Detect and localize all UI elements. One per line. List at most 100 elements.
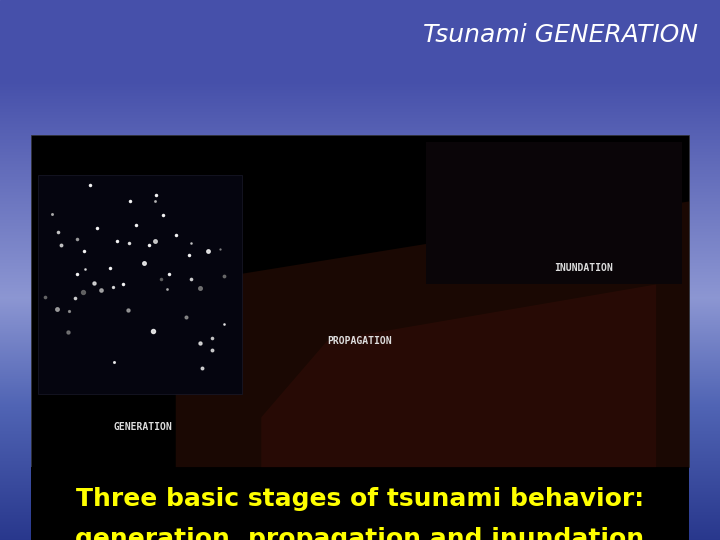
Bar: [0, 42, 720, 43]
Bar: [0, 239, 720, 240]
Bar: [0, 272, 720, 273]
Bar: [0, 354, 720, 355]
Bar: [0, 332, 720, 333]
Bar: [0, 486, 720, 487]
Bar: [0, 79, 720, 80]
Bar: [0, 121, 720, 122]
Bar: [0, 352, 720, 353]
Bar: [0, 206, 720, 207]
Bar: [0, 424, 720, 425]
Bar: [0, 305, 720, 306]
Bar: [0, 113, 720, 114]
Bar: [0, 211, 720, 212]
Bar: [0, 229, 720, 230]
Bar: [0, 476, 720, 477]
Bar: [0, 357, 720, 358]
Bar: [0, 82, 720, 83]
Bar: [0, 468, 720, 469]
Bar: [0, 274, 720, 275]
Bar: [0, 539, 720, 540]
Bar: [0, 423, 720, 424]
Bar: [0, 182, 720, 183]
Bar: [0, 368, 720, 369]
Bar: [0, 41, 720, 42]
Bar: [0, 458, 720, 459]
Bar: [0, 170, 720, 171]
Bar: [0, 412, 720, 413]
Bar: [0, 380, 720, 381]
Bar: [0, 204, 720, 205]
Bar: [0, 398, 720, 399]
Bar: [0, 490, 720, 491]
Bar: [0, 339, 720, 340]
Bar: [0, 265, 720, 266]
Bar: [0, 47, 720, 48]
Bar: [0, 328, 720, 329]
Bar: [0, 157, 720, 158]
Bar: [0, 135, 720, 136]
Bar: [0, 466, 720, 467]
Bar: [0, 225, 720, 226]
Bar: [0, 45, 720, 46]
Bar: [0, 256, 720, 257]
Bar: [0, 52, 720, 53]
Bar: [0, 374, 720, 375]
Bar: [0, 179, 720, 180]
Bar: [0, 2, 720, 3]
Bar: [0, 130, 720, 131]
Bar: [0, 224, 720, 225]
Bar: [0, 472, 720, 473]
Bar: [0, 455, 720, 456]
Bar: [0, 437, 720, 438]
Bar: [0, 348, 720, 349]
Bar: [0, 440, 720, 441]
Bar: [0, 315, 720, 316]
Bar: [0, 329, 720, 330]
Bar: [0, 375, 720, 376]
Bar: [0, 160, 720, 161]
Bar: [0, 46, 720, 47]
Bar: [0, 428, 720, 429]
Bar: [0, 411, 720, 412]
Bar: [0, 320, 720, 321]
Bar: [0, 307, 720, 308]
Bar: [0, 219, 720, 220]
Bar: [0, 102, 720, 103]
Bar: [0, 171, 720, 172]
Bar: [0, 350, 720, 351]
Bar: [0, 353, 720, 354]
Bar: [0, 154, 720, 155]
Bar: [0, 418, 720, 419]
Bar: [0, 287, 720, 288]
Bar: [0, 143, 720, 144]
Bar: [0, 158, 720, 159]
Bar: [0, 246, 720, 247]
Bar: [0, 233, 720, 234]
Bar: [0, 236, 720, 237]
Bar: [0, 57, 720, 58]
Text: GENERATION: GENERATION: [114, 422, 172, 432]
Bar: [0, 363, 720, 364]
Bar: [0, 133, 720, 134]
Bar: [0, 317, 720, 318]
Bar: [0, 356, 720, 357]
Bar: [0, 361, 720, 362]
Bar: [0, 145, 720, 146]
Bar: [0, 212, 720, 213]
Bar: [0, 452, 720, 453]
Bar: [0, 397, 720, 398]
Bar: [0, 447, 720, 448]
Bar: [0, 174, 720, 175]
Bar: [0, 296, 720, 297]
Bar: [0, 469, 720, 470]
Bar: [0, 146, 720, 147]
Bar: [0, 518, 720, 519]
Bar: [0, 222, 720, 223]
Bar: [0, 355, 720, 356]
Bar: [0, 112, 720, 113]
Bar: [0, 68, 720, 69]
Bar: [0, 186, 720, 187]
Bar: [0, 90, 720, 91]
Bar: [0, 513, 720, 514]
Bar: [0, 288, 720, 289]
